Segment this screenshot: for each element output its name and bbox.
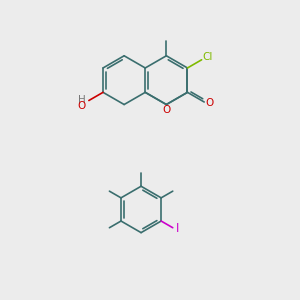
Text: O: O	[206, 98, 214, 108]
Text: Cl: Cl	[202, 52, 212, 61]
Text: O: O	[77, 101, 86, 111]
Text: O: O	[162, 106, 170, 116]
Text: I: I	[176, 222, 179, 235]
Text: H: H	[78, 95, 86, 105]
